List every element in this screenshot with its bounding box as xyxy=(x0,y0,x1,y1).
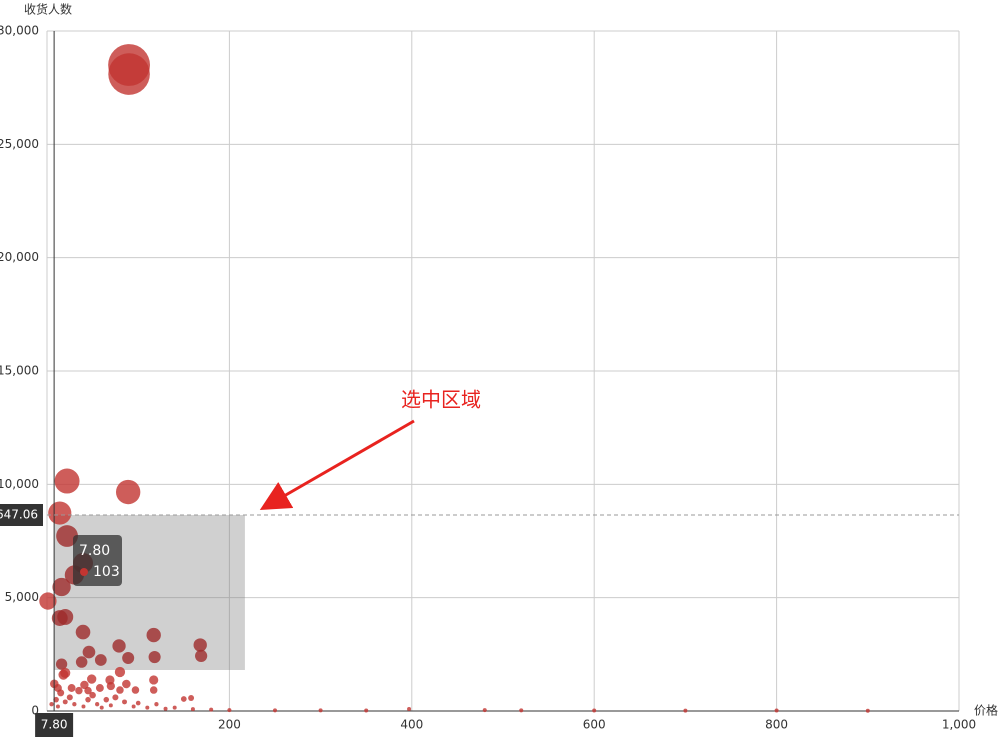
tooltip-dot xyxy=(80,568,88,576)
point xyxy=(865,708,870,713)
point xyxy=(85,696,91,703)
point xyxy=(482,708,487,713)
point xyxy=(67,684,76,692)
point xyxy=(122,679,131,689)
point xyxy=(106,681,115,691)
tooltip-x: 7.80 xyxy=(79,543,110,559)
point xyxy=(75,656,88,668)
point xyxy=(209,707,214,712)
point xyxy=(227,708,232,713)
x-pointer-label: 7.80 xyxy=(41,718,68,732)
point xyxy=(122,699,127,705)
point xyxy=(57,689,65,697)
point xyxy=(131,686,140,694)
x-tick-label: 400 xyxy=(400,718,423,732)
point xyxy=(55,704,60,709)
point xyxy=(39,592,57,610)
point xyxy=(190,707,195,712)
point xyxy=(774,708,779,713)
point xyxy=(57,608,74,625)
annotation-arrow xyxy=(259,419,415,510)
point xyxy=(172,705,177,710)
point xyxy=(82,645,96,659)
point xyxy=(103,696,110,703)
x-pointer-box xyxy=(35,713,74,737)
point xyxy=(58,669,69,680)
y-tick-label: 10,000 xyxy=(0,477,39,491)
point xyxy=(95,684,104,692)
point xyxy=(193,638,207,652)
point xyxy=(148,651,161,664)
x-tick-label: 1,000 xyxy=(942,718,976,732)
point xyxy=(135,700,141,706)
y-tick-label: 5,000 xyxy=(5,590,39,604)
point xyxy=(99,705,104,710)
x-tick-label: 600 xyxy=(583,718,606,732)
tooltip-y: 103 xyxy=(93,564,120,580)
y-tick-label: 25,000 xyxy=(0,137,39,151)
point xyxy=(407,706,412,711)
point xyxy=(66,694,73,701)
point xyxy=(188,694,195,701)
point xyxy=(195,649,208,663)
point xyxy=(56,525,78,547)
point xyxy=(149,686,158,694)
point xyxy=(108,703,113,708)
point xyxy=(145,705,150,710)
point xyxy=(48,501,72,525)
point xyxy=(115,479,141,505)
point xyxy=(114,666,126,678)
point xyxy=(62,699,68,705)
grid-group xyxy=(46,30,960,712)
point xyxy=(81,704,86,709)
x-tick-label: 800 xyxy=(765,718,788,732)
point xyxy=(154,702,159,707)
point xyxy=(94,654,107,666)
point xyxy=(108,53,150,95)
point xyxy=(54,468,80,494)
point xyxy=(49,702,54,707)
point xyxy=(95,702,100,707)
tooltip: 7.80 103 xyxy=(73,535,122,586)
point xyxy=(87,674,97,684)
point xyxy=(89,691,96,699)
x-axis-name: 价格 xyxy=(974,703,998,718)
point xyxy=(55,658,68,670)
y-tick-label: 30,000 xyxy=(0,24,39,38)
y-tick-label: 15,000 xyxy=(0,364,39,378)
point xyxy=(131,704,136,709)
point xyxy=(683,708,688,713)
point xyxy=(149,675,159,685)
point xyxy=(72,702,77,707)
point xyxy=(112,639,126,653)
point xyxy=(180,696,187,702)
annotation: 选中区域 xyxy=(401,388,481,412)
y-pointer-label: 8,647.06 xyxy=(0,508,38,522)
point xyxy=(53,696,59,703)
point xyxy=(163,706,168,711)
point xyxy=(75,686,83,695)
point xyxy=(273,708,277,713)
point xyxy=(52,577,71,597)
point xyxy=(592,708,597,713)
y-axis-name: 收货人数 xyxy=(24,2,72,17)
y-pointer-box xyxy=(0,503,43,526)
point xyxy=(318,708,323,713)
point xyxy=(519,708,524,713)
point xyxy=(80,680,89,690)
point xyxy=(84,686,92,695)
y-tick-label: 0 xyxy=(31,704,39,718)
point xyxy=(364,708,369,713)
point xyxy=(122,651,135,664)
y-tick-label: 20,000 xyxy=(0,250,39,264)
point xyxy=(75,624,91,640)
x-tick-label: 200 xyxy=(218,718,241,732)
point xyxy=(112,694,119,701)
point xyxy=(116,686,124,694)
point xyxy=(146,627,161,643)
